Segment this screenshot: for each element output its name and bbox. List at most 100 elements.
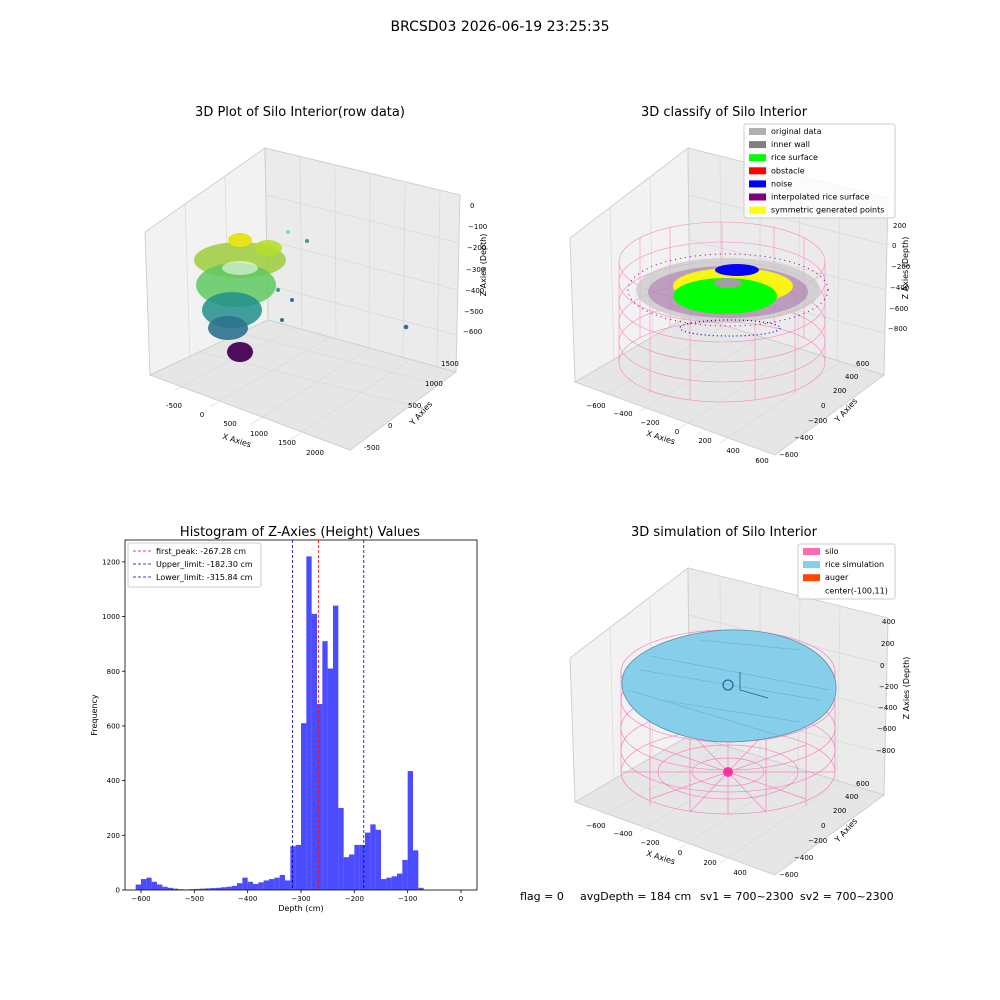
classify-xtick: −600	[586, 402, 605, 410]
classify-ytick: 600	[856, 360, 869, 368]
raw-ztick: −500	[464, 308, 483, 316]
classify-ytick: 200	[833, 387, 846, 395]
figure-suptitle: BRCSD03 2026-06-19 23:25:35	[390, 19, 609, 35]
histogram-bar	[162, 886, 168, 890]
simulation-legend-swatch	[803, 574, 820, 582]
classify-xtick: 600	[755, 457, 768, 465]
raw-y-ticks: -500 0 500 1000 1500	[364, 360, 459, 452]
histogram-bar	[327, 668, 333, 890]
histogram-bar	[413, 850, 419, 890]
histogram-vlines	[292, 540, 365, 890]
raw-panel-title: 3D Plot of Silo Interior(row data)	[195, 105, 405, 120]
footer-avg-depth: avgDepth = 184 cm	[580, 890, 691, 903]
histogram-x-label: Depth (cm)	[278, 904, 323, 913]
simulation-ztick: 400	[882, 618, 895, 626]
classify-xtick: 400	[726, 447, 739, 455]
classify-3d-panel: 3D classify of Silo Interior	[569, 105, 910, 465]
classify-legend-swatch	[749, 154, 766, 162]
histogram-legend-label: Upper_limit: -182.30 cm	[156, 560, 253, 569]
simulation-xtick: 200	[703, 859, 716, 867]
raw-ztick: 0	[470, 202, 474, 210]
simulation-z-ticks: 400 200 0 −200 −400 −600 −800	[876, 618, 898, 755]
simulation-z-label: Z Axies (Depth)	[902, 657, 911, 720]
raw-ytick: 1000	[425, 380, 443, 388]
histogram-bar	[402, 859, 408, 890]
raw-ztick: −400	[465, 287, 484, 295]
histogram-xtick-label: −600	[131, 895, 150, 903]
classify-xtick: −400	[613, 410, 632, 418]
classify-ytick: −400	[794, 434, 813, 442]
raw-ztick: −600	[463, 328, 482, 336]
raw-point-cloud	[194, 230, 409, 362]
histogram-legend-label: Lower_limit: -315.84 cm	[156, 573, 253, 582]
histogram-ytick-label: 0	[116, 887, 120, 895]
histogram-bar	[258, 882, 264, 890]
histogram-bar	[381, 879, 387, 890]
simulation-ytick: 200	[833, 807, 846, 815]
histogram-bar	[338, 807, 344, 890]
raw-xtick: 1000	[250, 430, 268, 438]
simulation-xtick: 400	[733, 869, 746, 877]
histogram-ytick-label: 800	[107, 668, 120, 676]
raw-z-label: Z Axies (Depth)	[479, 234, 488, 297]
histogram-bar	[359, 844, 365, 890]
raw-gridlines	[174, 155, 460, 441]
classify-ytick: −600	[779, 451, 798, 459]
simulation-xtick: −400	[613, 830, 632, 838]
raw-z-ticks: 0 −100 −200 −300 −400 −500 −600	[463, 202, 487, 336]
classify-xtick: 200	[698, 437, 711, 445]
raw-xtick: 1500	[278, 439, 296, 447]
histogram-bar	[215, 887, 221, 890]
histogram-bar	[295, 844, 301, 890]
histogram-ytick-label: 1200	[102, 558, 120, 566]
histogram-bar	[247, 881, 253, 890]
classify-xtick: −200	[640, 419, 659, 427]
simulation-legend-frame	[797, 543, 896, 600]
histogram-bar	[173, 888, 179, 890]
histogram-bars	[135, 556, 424, 890]
histogram-bar	[290, 846, 296, 890]
classify-x-label: X Axies	[645, 429, 676, 446]
classify-legend-label: rice surface	[771, 153, 818, 162]
classify-legend-swatch	[749, 128, 766, 135]
histogram-bar	[199, 888, 205, 890]
classify-ztick: 0	[892, 242, 896, 250]
simulation-3d-panel: 3D simulation of Silo Interior	[569, 525, 911, 879]
histogram-bar	[274, 877, 280, 890]
raw-ztick: −300	[466, 266, 485, 274]
histogram-bar	[146, 877, 152, 890]
simulation-ztick: −800	[876, 747, 895, 755]
classify-legend: original data inner wall rice surface obsta…	[743, 123, 896, 219]
raw-ytick: 1500	[441, 360, 459, 368]
simulation-legend-label: rice simulation	[825, 560, 884, 569]
histogram-bar	[237, 883, 243, 890]
histogram-bar	[263, 880, 269, 890]
classify-ztick: −800	[888, 325, 907, 333]
simulation-legend-label: auger	[825, 573, 849, 582]
histogram-legend-frame	[127, 542, 262, 588]
simulation-legend-swatch	[803, 548, 820, 555]
raw-xtick: -500	[166, 402, 182, 410]
footer-sv2: sv2 = 700~2300	[800, 890, 894, 903]
histogram-y-label: Frequency	[90, 694, 99, 736]
classify-z-ticks: 200 0 −200 −400 −600 −800	[888, 222, 910, 333]
classify-legend-frame	[743, 123, 896, 219]
histogram-bar	[322, 641, 328, 890]
simulation-legend-swatch	[803, 561, 820, 569]
histogram-bar	[242, 877, 248, 890]
histogram-legend-label: first_peak: -267.28 cm	[156, 547, 246, 556]
classify-legend-swatch	[749, 206, 766, 214]
histogram-bar	[135, 884, 141, 890]
histogram-bar	[301, 723, 307, 890]
classify-ztick: −600	[889, 305, 908, 313]
histogram-bar	[386, 877, 392, 890]
raw-ytick: -500	[364, 444, 380, 452]
histogram-bar	[397, 873, 403, 890]
histogram-bar	[253, 883, 259, 890]
histogram-bar	[349, 854, 355, 890]
histogram-ytick-label: 400	[107, 777, 120, 785]
raw-ztick: −200	[467, 244, 486, 252]
raw-ytick: 0	[388, 422, 392, 430]
simulation-ztick: 200	[881, 640, 894, 648]
